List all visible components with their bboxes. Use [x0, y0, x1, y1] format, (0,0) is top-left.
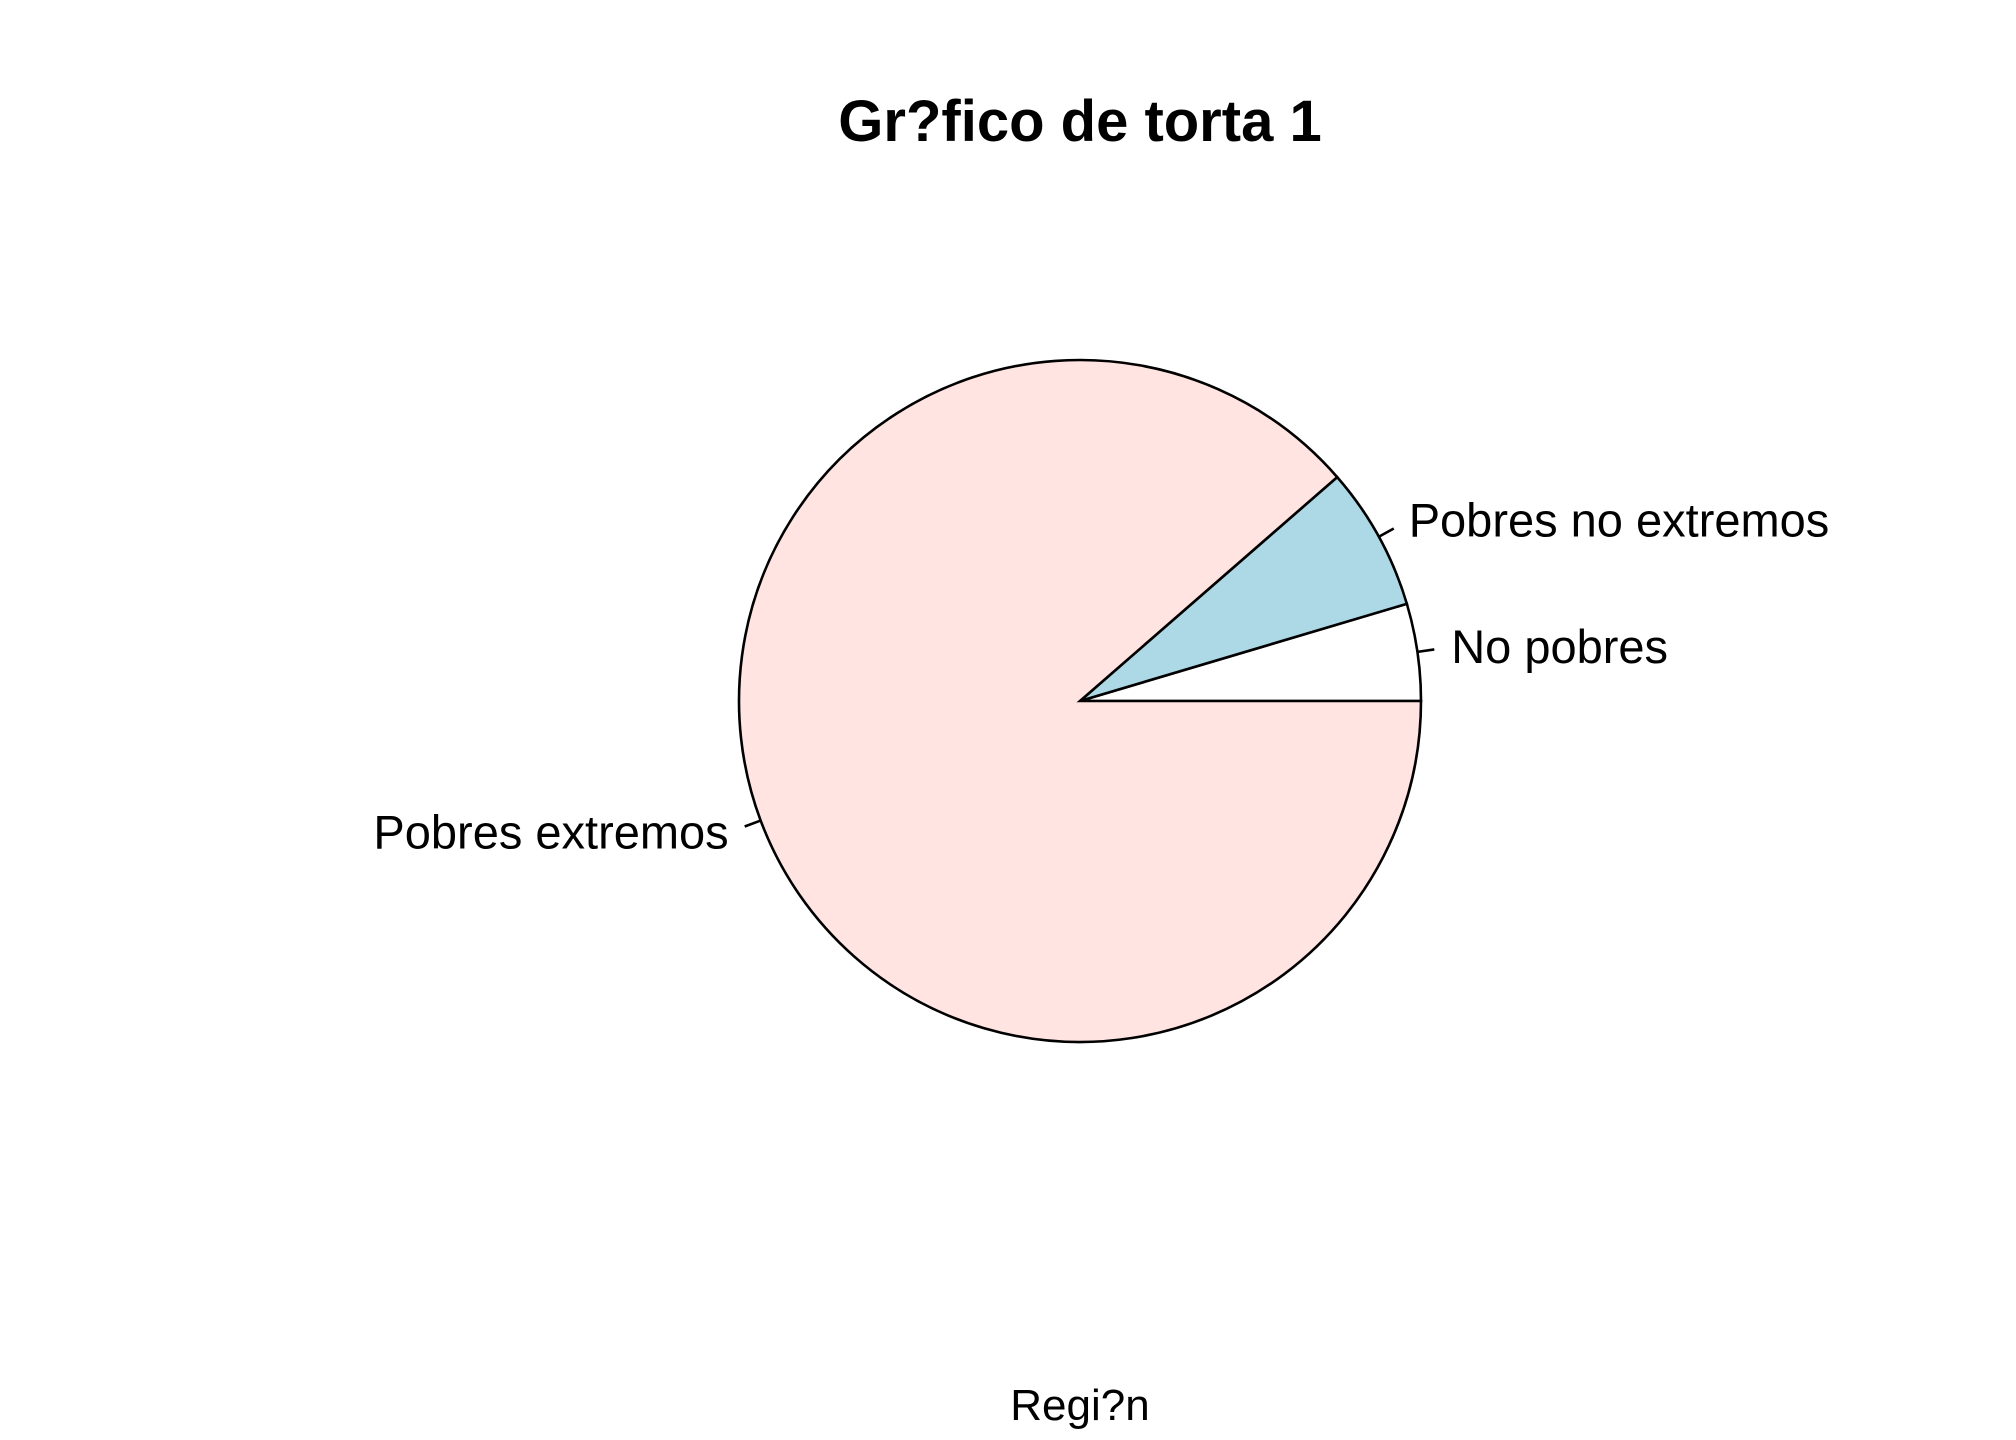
pie-slices	[737, 358, 1423, 1044]
leader-line-pobres-extremos	[744, 819, 762, 828]
leader-line-no-pobres	[1417, 648, 1435, 654]
slice-label-pobres-extremos: Pobres extremos	[373, 805, 728, 858]
slice-label-pobres-no-extremos: Pobres no extremos	[1409, 493, 1830, 546]
slice-leader-lines	[744, 527, 1435, 828]
slice-labels: No pobres Pobres no extremos Pobres extrem…	[373, 493, 1829, 858]
chart-title: Gr?fico de torta 1	[838, 89, 1321, 154]
leader-line-pobres-no-extremos	[1378, 527, 1395, 538]
pie-slice-pobres-extremos	[737, 358, 1423, 1044]
x-axis-label: Regi?n	[1010, 1381, 1149, 1430]
slice-label-no-pobres: No pobres	[1451, 620, 1668, 673]
